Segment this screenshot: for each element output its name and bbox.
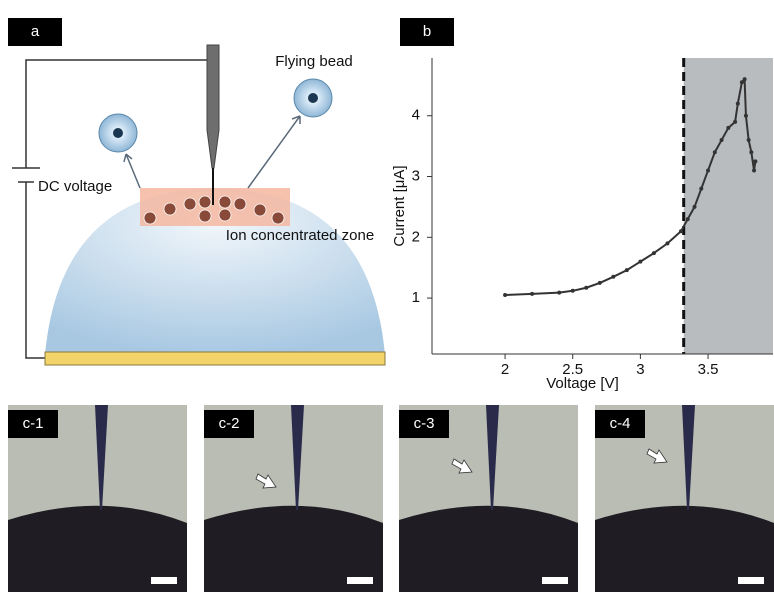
scale-bar xyxy=(542,577,568,584)
bead-core xyxy=(113,128,123,138)
shaded-region xyxy=(684,58,773,354)
data-point xyxy=(699,187,703,191)
needle xyxy=(207,45,219,168)
data-point xyxy=(693,205,697,209)
data-point xyxy=(652,251,656,255)
panel-c: c-1 c-2 c-3 c-4 xyxy=(8,405,774,592)
data-point xyxy=(665,241,669,245)
data-point xyxy=(530,292,534,296)
y-axis-label: Current [μA] xyxy=(391,165,408,246)
data-point xyxy=(720,138,724,142)
data-point xyxy=(733,120,737,124)
panel-label: a xyxy=(31,23,40,40)
electrode xyxy=(45,352,385,365)
panel-label: b xyxy=(423,23,431,40)
scale-bar xyxy=(738,577,764,584)
data-point xyxy=(744,114,748,118)
voltage-label: DC voltage xyxy=(38,178,112,195)
data-point xyxy=(503,293,507,297)
arrow xyxy=(124,154,140,188)
scale-bar xyxy=(151,577,177,584)
x-tick-label: 3.5 xyxy=(698,361,719,378)
y-tick-label: 1 xyxy=(412,289,420,306)
panel-label: c-3 xyxy=(414,415,435,432)
data-point xyxy=(736,102,740,106)
figure: a DC voltage Ion concentrated zone Flyin… xyxy=(0,0,774,592)
panel-label: c-4 xyxy=(610,415,631,432)
data-point xyxy=(638,260,642,264)
scale-bar xyxy=(347,577,373,584)
data-point xyxy=(686,217,690,221)
data-point xyxy=(611,275,615,279)
y-tick-label: 3 xyxy=(412,167,420,184)
data-point xyxy=(571,289,575,293)
data-point xyxy=(743,77,747,81)
data-point xyxy=(584,286,588,290)
data-point xyxy=(749,150,753,154)
data-point xyxy=(740,80,744,84)
zone-label: Ion concentrated zone xyxy=(226,227,374,244)
data-point xyxy=(598,281,602,285)
data-point xyxy=(753,159,757,163)
x-axis-label: Voltage [V] xyxy=(546,375,619,392)
data-point xyxy=(713,150,717,154)
data-point xyxy=(679,229,683,233)
panel-label: c-2 xyxy=(219,415,240,432)
y-tick-label: 2 xyxy=(412,228,420,245)
arrow xyxy=(248,116,300,188)
data-point xyxy=(706,168,710,172)
bead-core xyxy=(308,93,318,103)
data-point xyxy=(557,291,561,295)
y-tick-label: 4 xyxy=(412,107,420,124)
x-tick-label: 2 xyxy=(501,361,509,378)
bead-label: Flying bead xyxy=(275,53,353,70)
data-point xyxy=(747,138,751,142)
data-point xyxy=(752,168,756,172)
ion-zone xyxy=(140,188,290,226)
x-tick-label: 3 xyxy=(636,361,644,378)
data-point xyxy=(726,126,730,130)
panel-a: a DC voltage Ion concentrated zone Flyin… xyxy=(8,18,385,365)
data-point xyxy=(625,268,629,272)
panel-label: c-1 xyxy=(23,415,44,432)
